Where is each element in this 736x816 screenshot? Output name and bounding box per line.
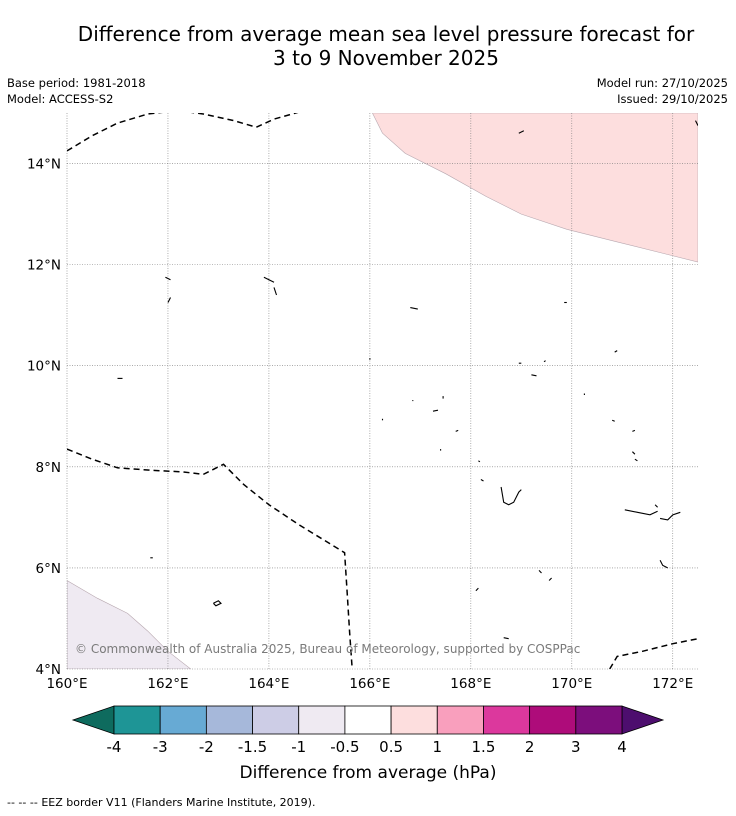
colorbar-tick-label: -3: [153, 738, 168, 756]
island-21: [478, 460, 481, 463]
map-title: Difference from average mean sea level p…: [0, 22, 736, 70]
island-37: [213, 600, 222, 607]
colorbar-swatch-6: [390, 705, 438, 735]
island-25: [632, 429, 636, 432]
lat-tick-label: 14°N: [27, 157, 61, 173]
lat-tick-label: 8°N: [36, 460, 61, 476]
island-11: [543, 360, 546, 363]
colorbar-tick-label: 0.5: [379, 738, 403, 756]
colorbar-swatch-5: [344, 705, 392, 735]
eez-legend: -- -- -- EEZ border V11 (Flanders Marine…: [7, 796, 315, 809]
colorbar-tick-label: 1: [432, 738, 442, 756]
island-2: [263, 276, 275, 283]
lon-tick-label: 166°E: [349, 676, 390, 692]
island-33: [548, 577, 552, 581]
anomaly-region-0: [372, 113, 698, 263]
lon-tick-label: 160°E: [46, 676, 87, 692]
eez-border-2: [609, 637, 698, 669]
colorbar-swatch-7: [436, 705, 484, 735]
colorbar-tick-label: -4: [107, 738, 122, 756]
island-24: [611, 419, 615, 422]
lon-tick-label: 170°E: [551, 676, 592, 692]
colorbar-tick-label: -2: [199, 738, 214, 756]
eez-borders: [67, 113, 698, 669]
meta-left: Base period: 1981-2018 Model: ACCESS-S2: [7, 75, 146, 107]
colorbar-tick-label: 2: [525, 738, 535, 756]
colorbar-tick-label: -1: [291, 738, 306, 756]
anomaly-regions: [67, 113, 698, 669]
island-12: [531, 374, 537, 377]
colorbar-swatch-10: [575, 705, 623, 735]
eez-line-glyph: -- -- --: [7, 796, 38, 809]
lat-tick-label: 4°N: [36, 662, 61, 678]
island-35: [503, 637, 509, 640]
island-31: [659, 560, 668, 569]
lon-tick-label: 172°E: [652, 676, 693, 692]
title-line-1: Difference from average mean sea level p…: [77, 22, 695, 46]
colorbar-swatch-8: [483, 705, 531, 735]
islands: [117, 120, 698, 640]
colorbar-swatch-0: [113, 705, 161, 735]
model-run: Model run: 27/10/2025: [596, 76, 728, 90]
colorbar-swatch-4: [298, 705, 346, 735]
colorbar-tick-label: -0.5: [330, 738, 359, 756]
colorbar-over-arrow: [621, 705, 665, 735]
issued-date: Issued: 29/10/2025: [617, 92, 728, 106]
island-17: [432, 409, 439, 412]
island-6: [518, 130, 525, 134]
eez-legend-text: EEZ border V11 (Flanders Marine Institut…: [41, 796, 316, 809]
island-32: [538, 570, 542, 574]
island-27: [634, 458, 638, 462]
axis-labels: 160°E 162°E 164°E 166°E 168°E 170°E 172°E 4°N 6°…: [27, 157, 693, 692]
island-7: [695, 120, 698, 126]
island-22: [480, 479, 484, 482]
island-28: [624, 509, 658, 516]
island-1: [167, 297, 171, 303]
colorbar-tick-label: 4: [617, 738, 627, 756]
lon-tick-label: 162°E: [147, 676, 188, 692]
meta-right: Model run: 27/10/2025 Issued: 29/10/2025: [597, 75, 728, 107]
colorbar-under-arrow: [71, 705, 115, 735]
island-14: [614, 350, 618, 353]
copyright-text: © Commonwealth of Australia 2025, Bureau…: [75, 642, 580, 656]
eez-border-0: [67, 113, 299, 152]
island-4: [410, 307, 418, 310]
anomaly-region-1: [67, 580, 192, 669]
island-29: [659, 511, 681, 521]
lat-tick-label: 10°N: [27, 359, 61, 375]
colorbar-tick-label: 3: [571, 738, 581, 756]
lon-tick-label: 164°E: [248, 676, 289, 692]
colorbar-tick-label: 1.5: [472, 738, 496, 756]
colorbar: -4 -3 -2 -1.5 -1 -0.5 0.5 1 1.5 2 3 4: [71, 705, 665, 756]
colorbar-swatch-2: [205, 705, 253, 735]
gridlines: [66, 113, 698, 670]
island-30: [654, 504, 658, 508]
colorbar-swatch-9: [529, 705, 577, 735]
colorbar-swatch-3: [252, 705, 300, 735]
island-19: [455, 429, 459, 432]
colorbar-tick-label: -1.5: [238, 738, 267, 756]
model-name: Model: ACCESS-S2: [7, 92, 114, 106]
lat-tick-label: 6°N: [36, 561, 61, 577]
island-34: [475, 587, 479, 592]
island-3: [273, 287, 278, 296]
lat-tick-label: 12°N: [27, 258, 61, 274]
island-23: [500, 486, 522, 506]
colorbar-swatch-1: [159, 705, 207, 735]
lon-tick-label: 168°E: [450, 676, 491, 692]
island-26: [632, 451, 636, 455]
base-period: Base period: 1981-2018: [7, 76, 146, 90]
title-line-2: 3 to 9 November 2025: [273, 46, 499, 70]
island-0: [165, 276, 171, 281]
colorbar-label: Difference from average (hPa): [240, 763, 497, 783]
